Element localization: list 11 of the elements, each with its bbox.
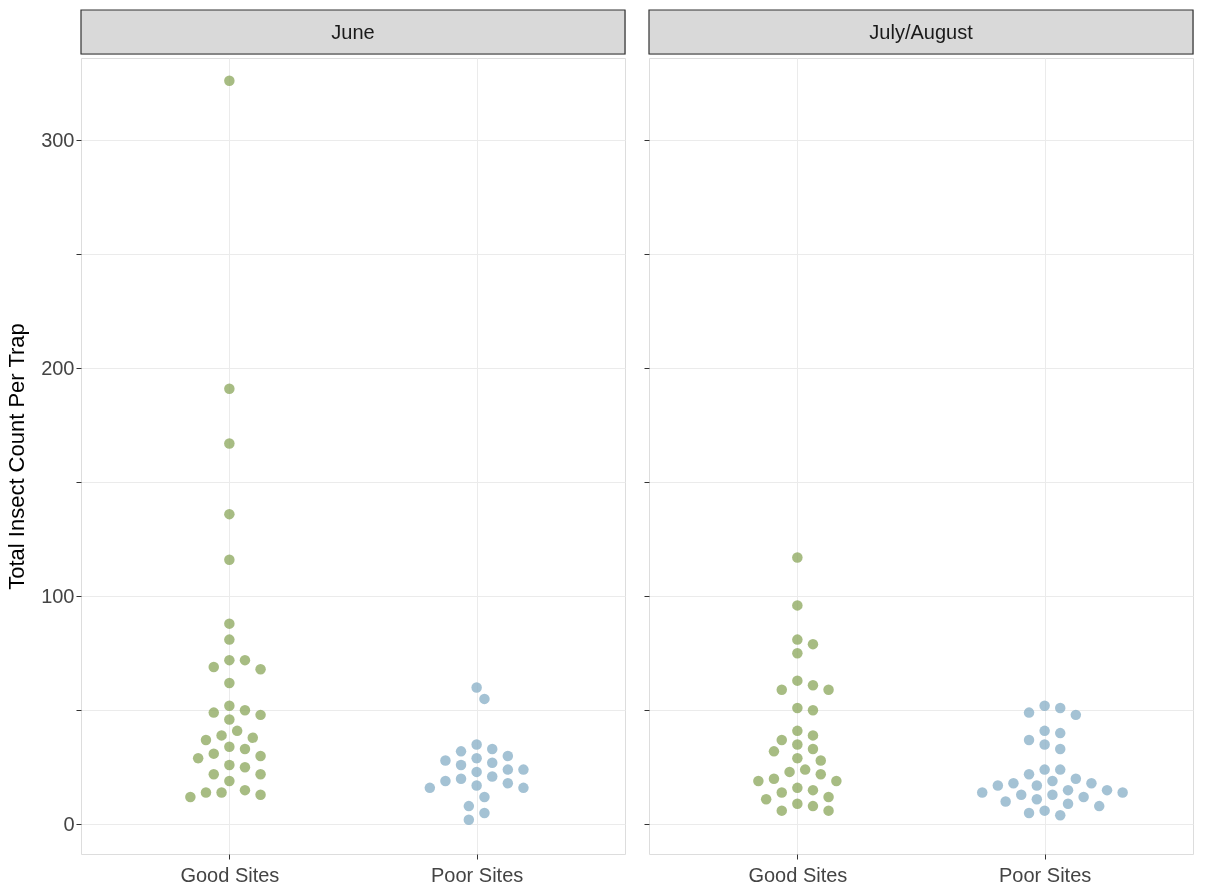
x-tick-label: Poor Sites: [431, 863, 524, 886]
chart-title: July/August: [869, 21, 974, 43]
chart-title: June: [331, 21, 375, 43]
x-tick-label: Poor Sites: [999, 863, 1092, 886]
y-tick-label: 100: [41, 584, 75, 607]
y-axis-title: Total Insect Count Per Trap: [4, 323, 30, 590]
y-tick-label: 200: [41, 356, 75, 379]
y-tick-label: 0: [63, 812, 75, 835]
x-tick-label: Good Sites: [180, 863, 280, 886]
x-tick-label: Good Sites: [748, 863, 848, 886]
y-tick-label: 300: [41, 128, 75, 151]
